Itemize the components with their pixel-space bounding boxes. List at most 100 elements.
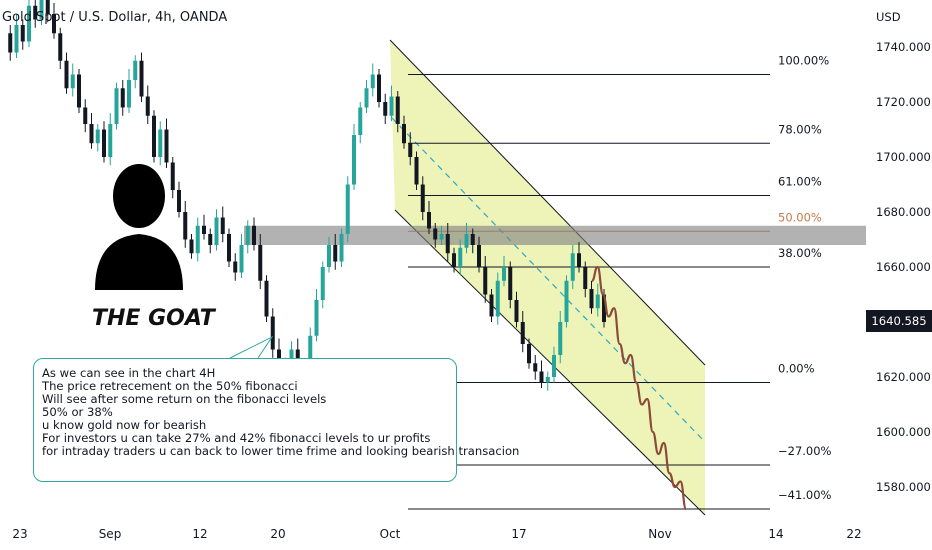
x-tick-label: 17 bbox=[511, 527, 526, 541]
candle-body bbox=[433, 228, 438, 240]
candle-body bbox=[508, 267, 513, 300]
channel-upper-line bbox=[389, 39, 706, 366]
candle-body bbox=[370, 74, 375, 89]
candle-body bbox=[114, 88, 119, 124]
candle-body bbox=[164, 129, 169, 163]
candle-body bbox=[452, 253, 456, 267]
x-tick-label: Oct bbox=[380, 527, 401, 541]
candle-body bbox=[177, 190, 181, 212]
candle-body bbox=[64, 60, 69, 89]
candle-body bbox=[45, 0, 50, 14]
candle-body bbox=[83, 107, 88, 124]
axis-currency: USD bbox=[876, 10, 901, 24]
chart-title: Gold Spot / U.S. Dollar, 4h, OANDA bbox=[2, 10, 228, 25]
candle-body bbox=[39, 0, 44, 20]
candle-body bbox=[389, 96, 394, 116]
candle-body bbox=[170, 162, 175, 190]
candle-body bbox=[383, 102, 388, 116]
candle-body bbox=[595, 294, 600, 309]
candle-body bbox=[477, 245, 481, 267]
candle-body bbox=[539, 371, 544, 383]
fib-label: 0.00% bbox=[778, 362, 815, 376]
fib-label: 100.00% bbox=[778, 54, 829, 68]
candle-body bbox=[489, 294, 494, 317]
candle-body bbox=[552, 355, 556, 377]
channel-mid-line bbox=[391, 117, 706, 443]
candle-body bbox=[602, 294, 606, 322]
candle-body bbox=[589, 289, 594, 309]
candle-body bbox=[408, 143, 413, 157]
x-tick-label: 23 bbox=[12, 527, 27, 541]
fib-label: 50.00% bbox=[778, 210, 822, 224]
candle-body bbox=[189, 239, 194, 254]
candle-body bbox=[464, 234, 469, 248]
candle-body bbox=[483, 267, 488, 295]
candle-body bbox=[277, 349, 281, 364]
y-tick-label: 1660.000 bbox=[876, 260, 931, 274]
candle-body bbox=[402, 124, 406, 144]
candle-body bbox=[395, 96, 400, 124]
y-tick-label: 1620.000 bbox=[876, 370, 931, 384]
candle-body bbox=[545, 377, 550, 383]
candle-body bbox=[195, 225, 200, 254]
fib-label: −27.00% bbox=[778, 444, 832, 458]
x-tick-label: 20 bbox=[270, 527, 285, 541]
candle-body bbox=[133, 60, 138, 80]
note-line: for intraday traders u can back to lower… bbox=[42, 444, 520, 458]
candle-body bbox=[108, 124, 113, 157]
candle-body bbox=[220, 217, 225, 234]
candle-body bbox=[33, 5, 38, 20]
analysis-note[interactable]: As we can see in the chart 4H The price … bbox=[33, 358, 520, 482]
y-tick-label: 1580.000 bbox=[876, 480, 931, 494]
candle-body bbox=[89, 124, 94, 144]
price-candles bbox=[8, 0, 606, 391]
candle-body bbox=[70, 74, 75, 89]
candle-body bbox=[145, 96, 150, 116]
candle-body bbox=[502, 267, 506, 281]
candle-body bbox=[227, 234, 231, 262]
candle-body bbox=[120, 88, 125, 108]
note-line: As we can see in the chart 4H bbox=[42, 366, 216, 380]
x-tick-label: Nov bbox=[648, 527, 671, 541]
candle-body bbox=[364, 88, 369, 108]
candle-body bbox=[520, 322, 525, 344]
callout-pointer bbox=[229, 335, 274, 359]
candle-body bbox=[320, 267, 325, 300]
time-axis: 23 Sep 12 20 Oct 17 Nov 14 22 bbox=[12, 527, 861, 541]
forecast-path bbox=[591, 265, 688, 511]
candle-body bbox=[439, 234, 444, 240]
fib-label: 61.00% bbox=[778, 175, 822, 189]
candle-body bbox=[183, 212, 188, 240]
candle-body bbox=[152, 115, 156, 157]
candle-body bbox=[514, 300, 519, 322]
candle-body bbox=[333, 245, 338, 262]
candle-body bbox=[270, 316, 275, 350]
candle-body bbox=[202, 225, 206, 234]
candle-body bbox=[95, 129, 100, 144]
candle-body bbox=[264, 280, 269, 317]
x-tick-label: Sep bbox=[99, 527, 122, 541]
x-tick-label: 12 bbox=[192, 527, 207, 541]
candle-body bbox=[458, 247, 463, 267]
candle-body bbox=[214, 217, 219, 245]
candle-body bbox=[570, 253, 575, 281]
candle-body bbox=[127, 80, 131, 108]
candle-body bbox=[52, 14, 56, 34]
channel-lower-line bbox=[394, 209, 706, 516]
candle-body bbox=[527, 344, 531, 364]
note-line: u know gold now for bearish bbox=[42, 418, 207, 432]
figure-label: THE GOAT bbox=[92, 306, 215, 331]
note-line: For investors u can take 27% and 42% fib… bbox=[42, 431, 431, 445]
candle-body bbox=[564, 280, 569, 322]
candle-body bbox=[208, 234, 213, 245]
candle-body bbox=[420, 184, 425, 212]
candle-body bbox=[358, 107, 363, 135]
x-tick-label: 14 bbox=[768, 527, 783, 541]
candle-body bbox=[58, 33, 63, 61]
candle-body bbox=[14, 25, 19, 53]
candle-body bbox=[252, 225, 256, 245]
note-line: Will see after some return on the fibona… bbox=[42, 392, 327, 406]
candle-body bbox=[139, 60, 144, 97]
